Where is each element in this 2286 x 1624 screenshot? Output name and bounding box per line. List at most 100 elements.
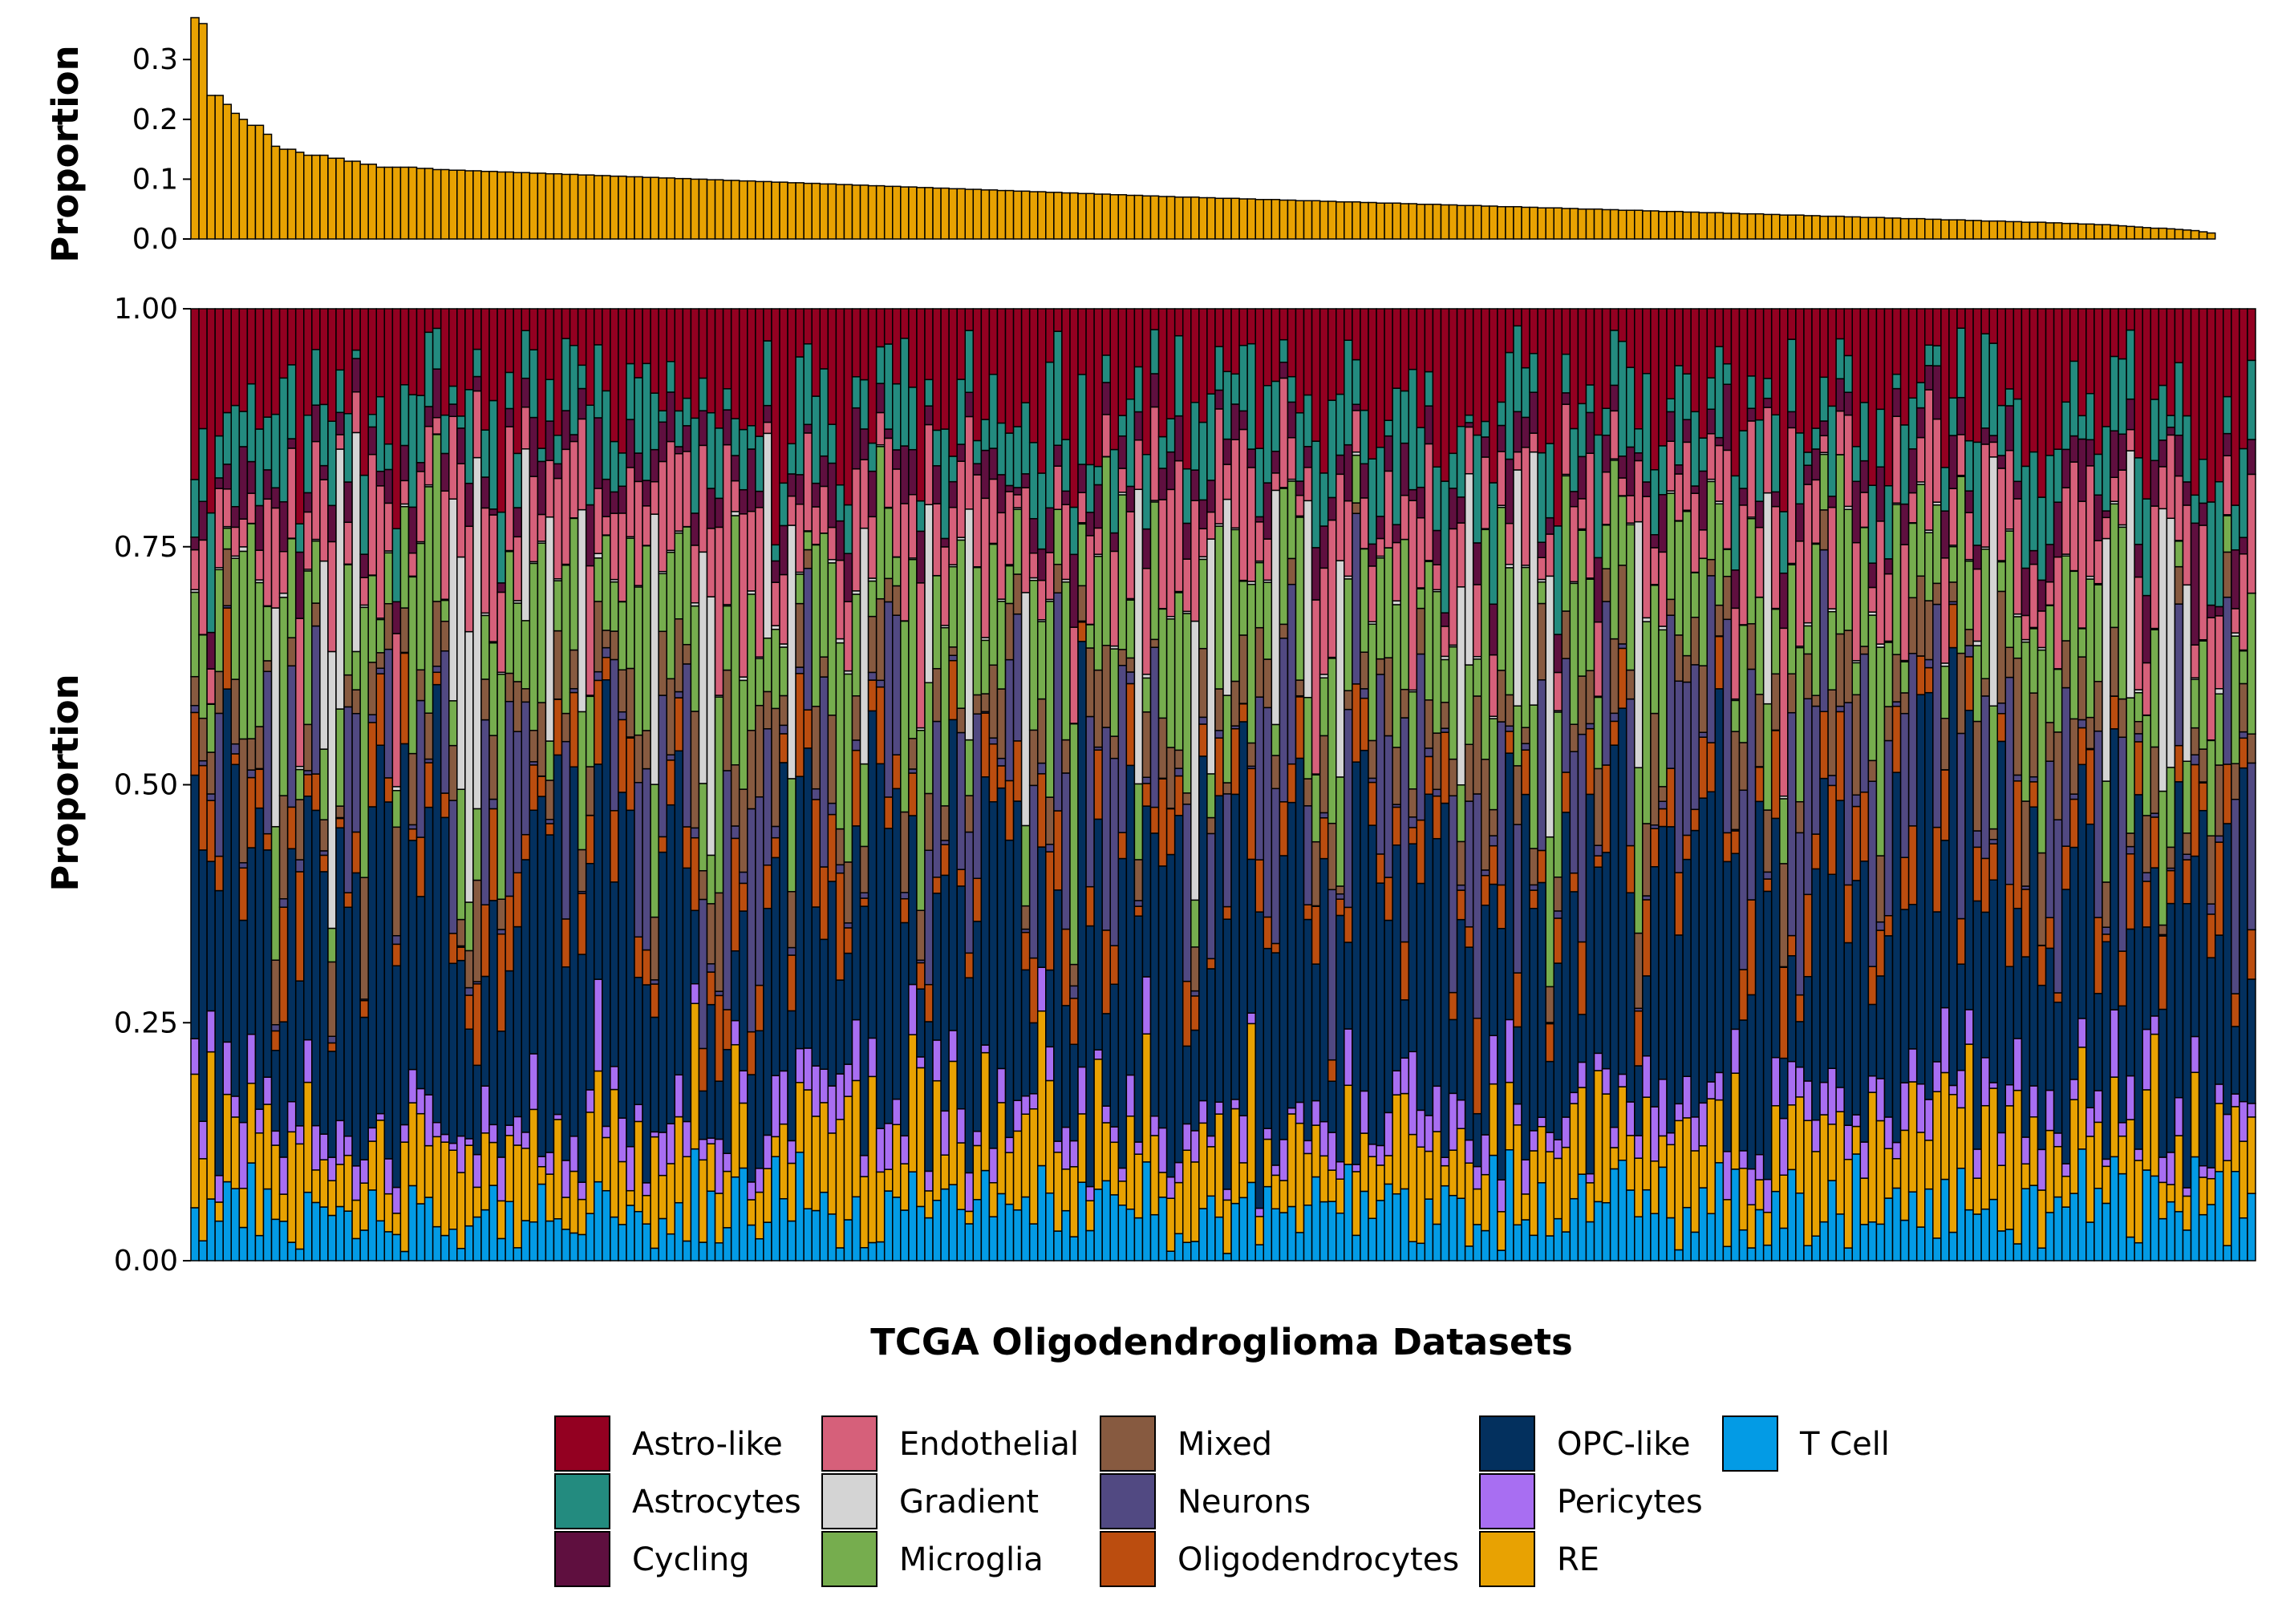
bar-segment [1141, 783, 1152, 807]
bar-segment [1157, 778, 1168, 867]
bar-segment [561, 1229, 571, 1262]
legend-label: OPC-like [1557, 1426, 1691, 1463]
bar-segment [1698, 529, 1708, 559]
bar-segment [190, 1038, 200, 1075]
bar-segment [1730, 699, 1741, 732]
bar-segment [1416, 1146, 1426, 1245]
bar-segment [480, 614, 490, 680]
bar-segment [545, 834, 555, 1153]
bar-segment [1770, 1190, 1781, 1262]
bar-segment [214, 308, 224, 437]
bar-segment [916, 308, 926, 502]
bar-segment [1891, 1187, 1902, 1262]
bar-segment [1682, 308, 1692, 375]
bar-segment [1303, 308, 1313, 396]
bar-segment [811, 544, 821, 707]
bar-segment [1117, 665, 1128, 833]
bar-segment [2012, 1038, 2023, 1091]
bar-segment [497, 898, 506, 930]
bar-segment [294, 799, 305, 861]
bar-segment [311, 349, 321, 406]
bar-segment [1932, 826, 1942, 913]
bar-segment [900, 445, 910, 504]
bar-segment [1464, 426, 1474, 475]
bar-segment [851, 1079, 861, 1198]
bar-segment [819, 308, 829, 370]
bar-segment [286, 1241, 297, 1262]
bar-segment [618, 308, 627, 454]
bar-segment [1464, 664, 1474, 746]
bar-segment [1674, 1120, 1684, 1251]
bar-segment [1899, 308, 1910, 426]
bar-segment [1770, 673, 1781, 731]
bar-segment [2150, 867, 2160, 1017]
bar-segment [246, 523, 257, 739]
bar-segment [1101, 727, 1111, 931]
bar-segment [1061, 1005, 1071, 1128]
bar-segment [440, 650, 450, 794]
bar-segment [875, 679, 886, 688]
bar-segment [2004, 388, 2015, 407]
bar-segment [319, 1133, 329, 1160]
bar-segment [1682, 1117, 1692, 1209]
bar-segment [359, 606, 369, 878]
bar-segment [1698, 665, 1708, 733]
bar-segment [488, 1185, 498, 1262]
bar-segment [1464, 926, 1474, 948]
bar-segment [988, 737, 999, 745]
bar-segment [698, 869, 708, 901]
bar-segment [270, 607, 281, 828]
bar-segment [747, 1074, 756, 1183]
bar-segment [1182, 613, 1192, 794]
bar-segment [2110, 695, 2119, 730]
bar-segment [1020, 1095, 1031, 1115]
bar-segment [2118, 358, 2127, 435]
bar-segment [682, 425, 692, 452]
bar-segment [1424, 793, 1434, 1116]
bar-segment [763, 340, 772, 407]
bar-segment [1642, 308, 1652, 375]
bar-segment [2150, 629, 2160, 748]
bar-segment [214, 712, 224, 857]
bar-segment [1634, 1157, 1644, 1217]
bar-segment [996, 1102, 1007, 1195]
bar-segment [972, 713, 983, 880]
bar-segment [1779, 1057, 1789, 1120]
bar-segment [610, 1066, 619, 1091]
bar-segment [964, 391, 975, 418]
bar-segment [1165, 1176, 1176, 1199]
bar-segment [1609, 1147, 1619, 1170]
bar-segment [351, 349, 361, 359]
bar-segment [738, 488, 748, 515]
bar-segment [1303, 394, 1313, 448]
bar-segment [2118, 1135, 2127, 1175]
re-bar [569, 173, 579, 240]
bar-segment [996, 787, 1007, 1070]
bar-segment [682, 1240, 692, 1262]
bar-segment [1295, 494, 1305, 517]
bar-segment [1867, 966, 1878, 1006]
bar-segment [577, 1181, 587, 1201]
bar-segment [294, 1143, 305, 1250]
bar-segment [505, 700, 514, 897]
bar-segment [980, 308, 991, 420]
re-bar [1690, 211, 1700, 240]
bar-segment [1400, 390, 1409, 444]
bar-segment [2077, 438, 2087, 502]
bar-segment [1690, 411, 1700, 487]
bar-segment [456, 946, 466, 962]
bar-segment [415, 1087, 426, 1115]
bar-segment [1505, 522, 1514, 565]
re-bar [2102, 224, 2111, 240]
bar-segment [1513, 308, 1522, 327]
bar-segment [1569, 308, 1579, 430]
bar-segment [795, 666, 805, 674]
bar-segment [513, 872, 522, 928]
bar-segment [1303, 446, 1313, 468]
bar-segment [1117, 649, 1128, 666]
bar-segment [1795, 1193, 1805, 1262]
bar-segment [1053, 465, 1063, 510]
bar-segment [1182, 522, 1192, 560]
bar-segment [747, 1199, 756, 1226]
bar-segment [1762, 1178, 1773, 1213]
